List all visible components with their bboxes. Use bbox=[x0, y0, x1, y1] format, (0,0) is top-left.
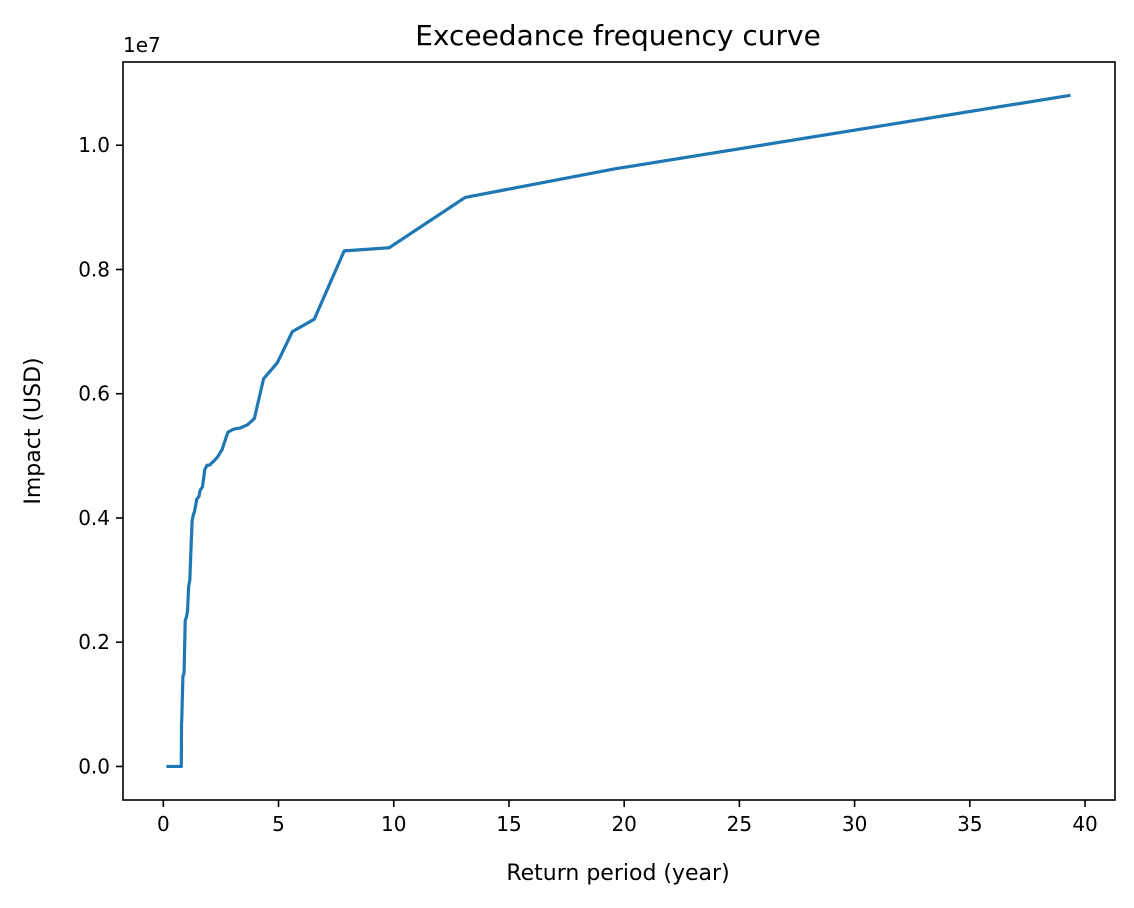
series-group bbox=[166, 93, 1071, 769]
x-tick-label: 35 bbox=[957, 812, 982, 836]
y-tick-label: 0.4 bbox=[78, 506, 110, 530]
x-tick-label: 15 bbox=[496, 812, 521, 836]
x-tick-label: 10 bbox=[381, 812, 406, 836]
x-tick-label: 40 bbox=[1072, 812, 1097, 836]
x-tick-label: 20 bbox=[611, 812, 636, 836]
series-line bbox=[166, 93, 1071, 769]
y-tick-label: 0.2 bbox=[78, 630, 110, 654]
x-tick-label: 25 bbox=[727, 812, 752, 836]
y-tick-label: 0.8 bbox=[78, 257, 110, 281]
plot-area-frame bbox=[122, 61, 1116, 801]
x-tick-label: 30 bbox=[842, 812, 867, 836]
y-tick-label: 0.6 bbox=[78, 382, 110, 406]
y-axis-offset-label: 1e7 bbox=[123, 33, 161, 57]
chart-title: Exceedance frequency curve bbox=[415, 19, 821, 52]
y-tick-label: 0.0 bbox=[78, 754, 110, 778]
y-axis-ticks: 0.0 0.2 0.4 0.6 0.8 1.0 bbox=[78, 133, 123, 778]
x-tick-label: 0 bbox=[157, 812, 170, 836]
y-axis-label: Impact (USD) bbox=[21, 357, 46, 504]
x-axis-label: Return period (year) bbox=[506, 861, 729, 886]
y-tick-label: 1.0 bbox=[78, 133, 110, 157]
x-tick-label: 5 bbox=[272, 812, 285, 836]
x-axis-ticks: 0 5 10 15 20 25 30 35 40 bbox=[157, 800, 1098, 836]
